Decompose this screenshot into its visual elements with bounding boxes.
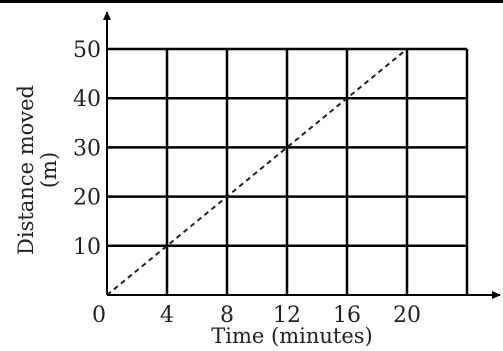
data-line	[106, 48, 408, 296]
x-tick-label: 0	[92, 303, 106, 328]
x-tick-label: 20	[393, 303, 421, 328]
x-tick-label: 12	[273, 303, 301, 328]
series	[106, 48, 408, 296]
y-axis-label-line: (m)	[37, 152, 61, 188]
x-tick-label: 16	[333, 303, 361, 328]
x-tick-label: 4	[160, 303, 174, 328]
y-tick-label: 30	[73, 136, 101, 161]
y-axis-label: Distance moved (m)	[14, 85, 61, 255]
axes	[103, 11, 501, 299]
x-tick-label: 8	[220, 303, 234, 328]
grid	[107, 47, 469, 295]
y-tick-label: 20	[73, 186, 101, 211]
x-axis-label: Time (minutes)	[211, 324, 372, 348]
y-tick-label: 40	[73, 87, 101, 112]
tick-labels: 0 4 8 12 16 20 10 20 30 40 50	[73, 38, 421, 328]
y-tick-label: 50	[73, 38, 101, 63]
y-tick-label: 10	[73, 235, 101, 260]
y-axis-label-line: Distance moved	[14, 85, 38, 255]
top-border-rule	[0, 0, 503, 3]
